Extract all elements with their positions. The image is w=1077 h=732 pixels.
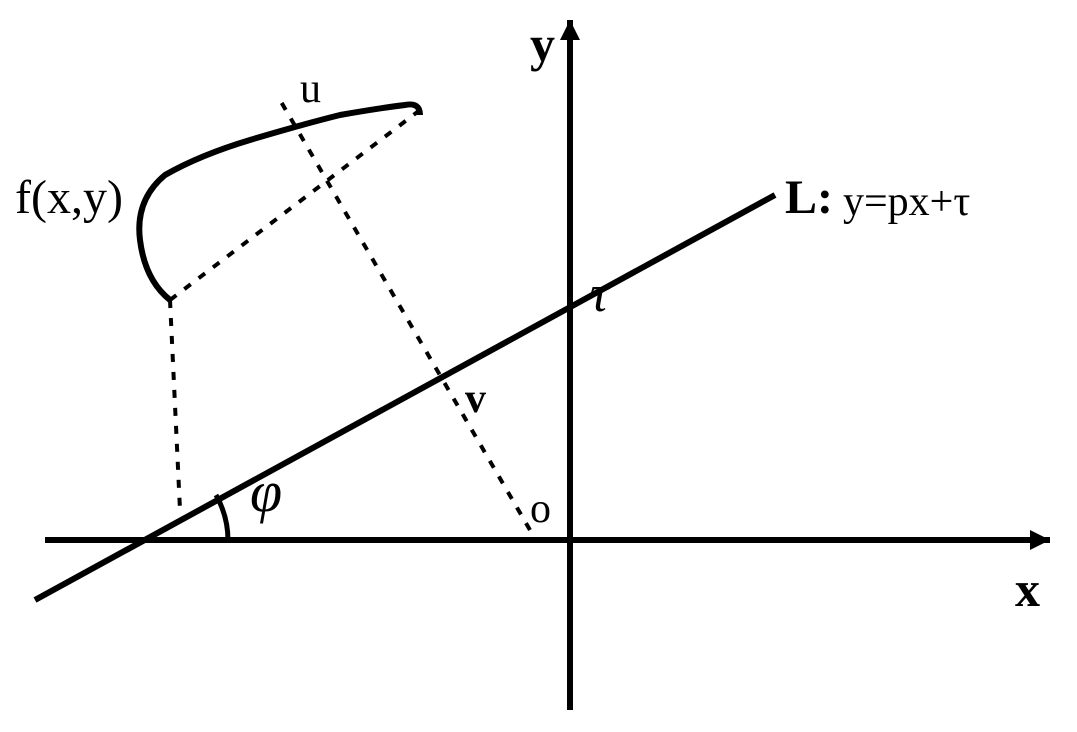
math-diagram: y x o u v τ φ f(x,y) L: y=px+τ [0,0,1077,732]
label-line-L: L: [785,170,833,225]
label-phi: φ [250,458,282,525]
y-axis-arrow [560,20,580,40]
label-fxy: f(x,y) [15,170,123,225]
u-axis-dotted [280,100,530,530]
label-x-axis: x [1015,560,1040,618]
projection-dotted-1 [170,110,420,300]
label-line-L-equation: y=px+τ [843,178,970,226]
diagram-svg [0,0,1077,732]
x-axis-arrow [1030,530,1050,550]
label-tau: τ [590,265,609,324]
label-origin: o [530,485,551,533]
projection-dotted-2 [170,300,180,510]
label-y-axis: y [530,15,555,73]
label-v: v [465,375,486,423]
angle-arc-phi [216,495,228,542]
label-u: u [300,65,321,113]
curve-fxy [139,104,420,300]
